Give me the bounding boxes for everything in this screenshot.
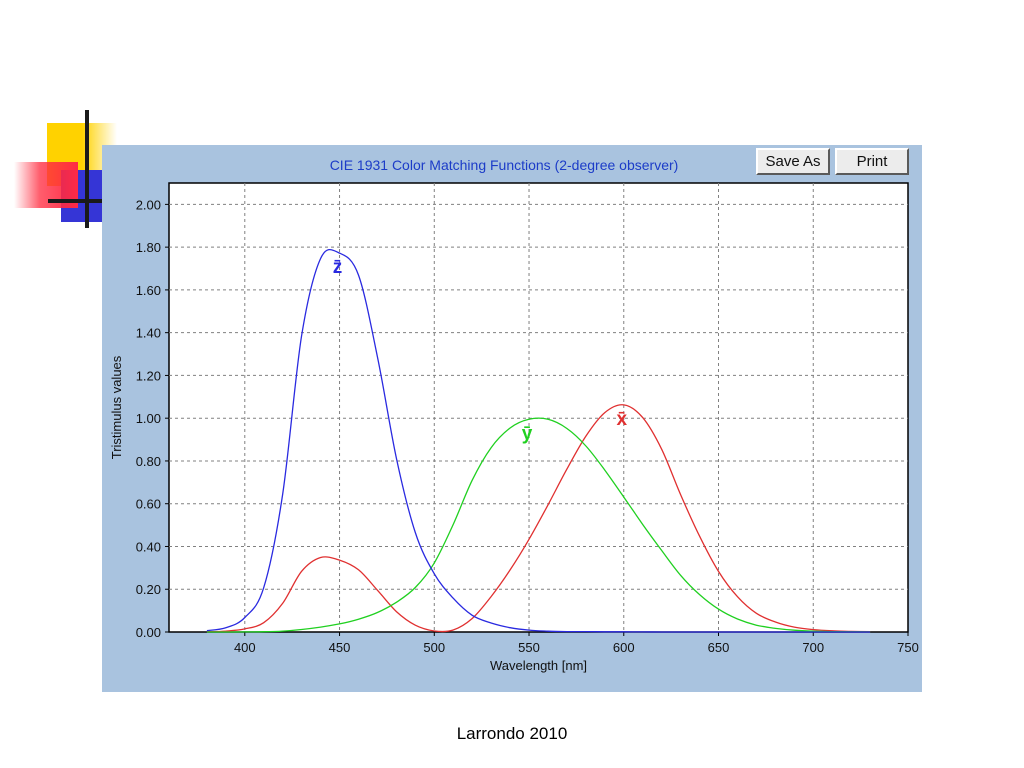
x-tick-label: 550 xyxy=(518,640,540,655)
y-tick-label: 0.60 xyxy=(136,497,161,512)
print-button[interactable]: Print xyxy=(835,148,909,175)
x-tick-label: 400 xyxy=(234,640,256,655)
y-tick-label: 1.60 xyxy=(136,283,161,298)
x-tick-label: 600 xyxy=(613,640,635,655)
y-tick-label: 0.20 xyxy=(136,582,161,597)
chart-window: CIE 1931 Color Matching Functions (2-deg… xyxy=(102,145,922,692)
x-tick-label: 750 xyxy=(897,640,919,655)
y-tick-label: 1.80 xyxy=(136,240,161,255)
chart-svg: CIE 1931 Color Matching Functions (2-deg… xyxy=(109,157,919,673)
y-tick-label: 0.40 xyxy=(136,539,161,554)
x-tick-label: 700 xyxy=(802,640,824,655)
footer-credit: Larrondo 2010 xyxy=(456,724,568,743)
series-label-y-bar: ȳ xyxy=(522,423,533,444)
save-as-button[interactable]: Save As xyxy=(756,148,830,175)
y-tick-label: 1.00 xyxy=(136,411,161,426)
y-tick-label: 0.00 xyxy=(136,625,161,640)
series-line-z-bar xyxy=(206,248,871,633)
x-tick-label: 450 xyxy=(329,640,351,655)
x-tick-label: 650 xyxy=(708,640,730,655)
series-line-y-bar xyxy=(206,417,871,633)
series-line-x-bar xyxy=(206,404,871,633)
series-label-z-bar: z̄ xyxy=(333,257,343,278)
chart-title: CIE 1931 Color Matching Functions (2-deg… xyxy=(330,157,679,173)
y-axis-label: Tristimulus values xyxy=(109,355,124,459)
decorative-horizontal-line xyxy=(48,199,102,203)
x-tick-label: 500 xyxy=(423,640,445,655)
x-axis-label: Wavelength [nm] xyxy=(490,658,587,673)
y-tick-label: 1.20 xyxy=(136,368,161,383)
y-tick-label: 2.00 xyxy=(136,197,161,212)
decorative-vertical-line xyxy=(85,110,89,228)
y-tick-label: 1.40 xyxy=(136,326,161,341)
plot-area xyxy=(168,182,909,633)
y-tick-label: 0.80 xyxy=(136,454,161,469)
series-label-x-bar: x̄ xyxy=(616,409,627,430)
